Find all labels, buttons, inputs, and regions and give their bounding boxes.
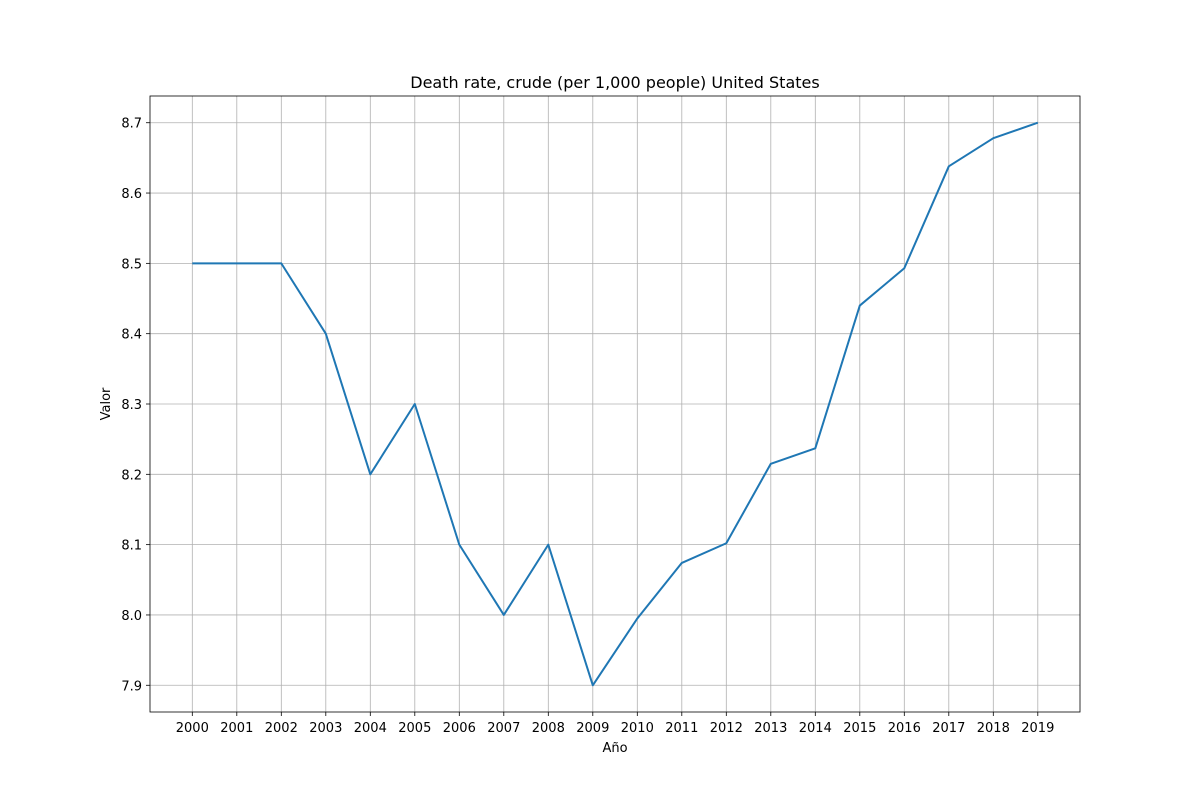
x-tick-label: 2007 (487, 721, 520, 736)
x-tick-label: 2011 (665, 721, 698, 736)
y-tick-label: 7.9 (121, 679, 142, 694)
x-tick-label: 2001 (220, 721, 253, 736)
x-tick-label: 2013 (754, 721, 787, 736)
y-tick-label: 8.2 (121, 468, 142, 483)
y-axis-label: Valor (99, 387, 114, 420)
x-tick-label: 2002 (265, 721, 298, 736)
y-tick-label: 8.0 (121, 609, 142, 624)
y-tick-label: 8.7 (121, 117, 142, 132)
x-tick-label: 2009 (576, 721, 609, 736)
chart-title: Death rate, crude (per 1,000 people) Uni… (410, 73, 819, 92)
x-tick-label: 2017 (932, 721, 965, 736)
y-tick-label: 8.5 (121, 257, 142, 272)
x-tick-label: 2008 (532, 721, 565, 736)
x-tick-label: 2006 (443, 721, 476, 736)
series-line (192, 121, 1039, 687)
x-tick-label: 2004 (354, 721, 387, 736)
x-tick-label: 2019 (1021, 721, 1054, 736)
y-tick-label: 8.6 (121, 187, 142, 202)
x-tick-label: 2005 (398, 721, 431, 736)
y-tick-label: 8.3 (121, 398, 142, 413)
series-layer (192, 121, 1039, 687)
x-axis-label: Año (602, 741, 627, 756)
x-tick-label: 2016 (888, 721, 921, 736)
x-tick-label: 2018 (977, 721, 1010, 736)
x-tick-label: 2010 (621, 721, 654, 736)
y-tick-label: 8.4 (121, 328, 142, 343)
x-tick-label: 2000 (176, 721, 209, 736)
y-tick-label: 8.1 (121, 539, 142, 554)
x-tick-label: 2012 (710, 721, 743, 736)
grid (150, 96, 1080, 712)
x-tick-label: 2014 (799, 721, 832, 736)
x-tick-label: 2015 (843, 721, 876, 736)
axis-ticks: 2000 2001 2002 2003 2004 2005 2006 2007 2008 2009… (121, 117, 1054, 736)
x-tick-label: 2003 (309, 721, 342, 736)
